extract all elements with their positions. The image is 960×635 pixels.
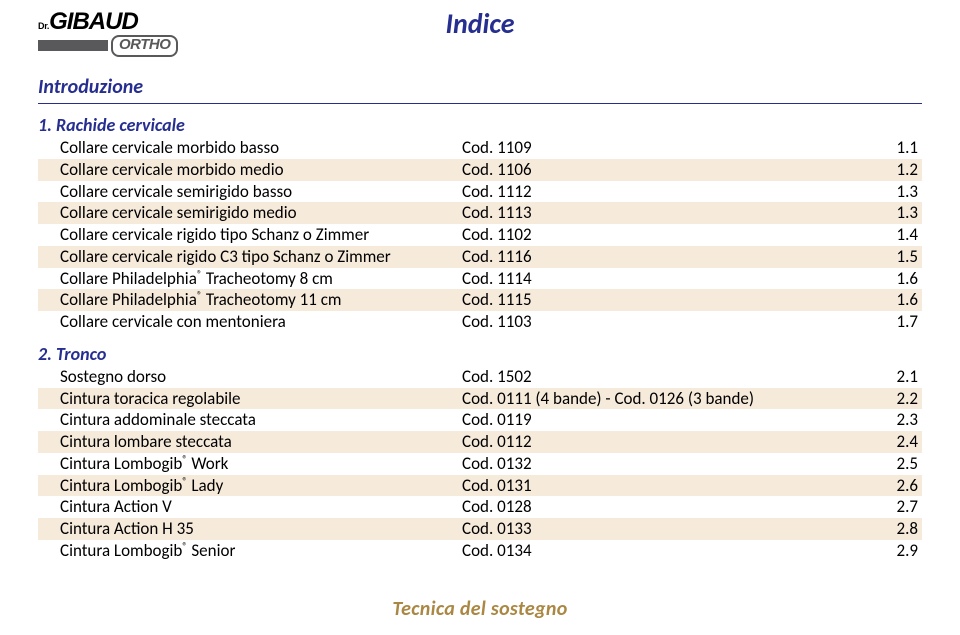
item-name: Collare cervicale con mentoniera xyxy=(60,311,462,333)
item-page: 2.4 xyxy=(878,431,918,453)
index-row: Cintura Action H 35Cod. 01332.8 xyxy=(38,518,922,540)
item-name: Cintura lombare steccata xyxy=(60,431,462,453)
item-name: Collare cervicale morbido basso xyxy=(60,137,462,159)
item-name: Cintura Lombogib® Senior xyxy=(60,540,462,562)
content: Introduzione 1. Rachide cervicaleCollare… xyxy=(38,75,922,562)
index-row: Collare cervicale semirigido bassoCod. 1… xyxy=(38,181,922,203)
section-heading: 2. Tronco xyxy=(38,343,922,365)
index-row: Collare cervicale rigido C3 tipo Schanz … xyxy=(38,246,922,268)
item-name: Collare cervicale semirigido basso xyxy=(60,181,462,203)
item-page: 2.8 xyxy=(878,518,918,540)
item-page: 1.6 xyxy=(878,289,918,311)
index-row: Collare cervicale morbido bassoCod. 1109… xyxy=(38,137,922,159)
index-row: Cintura Lombogib® WorkCod. 01322.5 xyxy=(38,453,922,475)
item-page: 1.3 xyxy=(878,202,918,224)
item-code: Cod. 1115 xyxy=(462,289,878,311)
item-page: 1.4 xyxy=(878,224,918,246)
page-title: Indice xyxy=(0,6,960,41)
index-row: Cintura Lombogib® SeniorCod. 01342.9 xyxy=(38,540,922,562)
item-page: 2.6 xyxy=(878,475,918,497)
item-code: Cod. 1112 xyxy=(462,181,878,203)
item-page: 2.9 xyxy=(878,540,918,562)
item-page: 2.3 xyxy=(878,409,918,431)
item-code: Cod. 1116 xyxy=(462,246,878,268)
index-row: Collare cervicale semirigido medioCod. 1… xyxy=(38,202,922,224)
index-row: Sostegno dorsoCod. 15022.1 xyxy=(38,366,922,388)
item-page: 2.7 xyxy=(878,496,918,518)
item-code: Cod. 0111 (4 bande) - Cod. 0126 (3 bande… xyxy=(462,388,878,410)
item-code: Cod. 0112 xyxy=(462,431,878,453)
index-row: Collare cervicale con mentonieraCod. 110… xyxy=(38,311,922,333)
item-code: Cod. 1106 xyxy=(462,159,878,181)
index-row: Cintura Action VCod. 01282.7 xyxy=(38,496,922,518)
item-name: Cintura Lombogib® Work xyxy=(60,453,462,475)
index-row: Collare Philadelphia® Tracheotomy 11 cmC… xyxy=(38,289,922,311)
item-name: Sostegno dorso xyxy=(60,366,462,388)
item-name: Collare cervicale semirigido medio xyxy=(60,202,462,224)
index-row: Cintura Lombogib® LadyCod. 01312.6 xyxy=(38,475,922,497)
item-name: Cintura Lombogib® Lady xyxy=(60,475,462,497)
item-code: Cod. 1102 xyxy=(462,224,878,246)
item-code: Cod. 0132 xyxy=(462,453,878,475)
item-code: Cod. 1502 xyxy=(462,366,878,388)
item-name: Cintura addominale steccata xyxy=(60,409,462,431)
item-page: 2.1 xyxy=(878,366,918,388)
item-page: 1.1 xyxy=(878,137,918,159)
item-code: Cod. 0119 xyxy=(462,409,878,431)
item-name: Cintura Action V xyxy=(60,496,462,518)
item-code: Cod. 1103 xyxy=(462,311,878,333)
item-name: Cintura toracica regolabile xyxy=(60,388,462,410)
item-page: 2.2 xyxy=(878,388,918,410)
item-page: 2.5 xyxy=(878,453,918,475)
item-code: Cod. 0134 xyxy=(462,540,878,562)
item-name: Collare cervicale morbido medio xyxy=(60,159,462,181)
item-name: Collare Philadelphia® Tracheotomy 8 cm xyxy=(60,268,462,290)
index-row: Cintura lombare steccataCod. 01122.4 xyxy=(38,431,922,453)
index-row: Collare Philadelphia® Tracheotomy 8 cmCo… xyxy=(38,268,922,290)
index-row: Cintura addominale steccataCod. 01192.3 xyxy=(38,409,922,431)
item-code: Cod. 0133 xyxy=(462,518,878,540)
item-page: 1.2 xyxy=(878,159,918,181)
index-row: Cintura toracica regolabileCod. 0111 (4 … xyxy=(38,388,922,410)
item-name: Collare cervicale rigido tipo Schanz o Z… xyxy=(60,224,462,246)
divider xyxy=(38,103,922,104)
item-page: 1.6 xyxy=(878,268,918,290)
item-name: Cintura Action H 35 xyxy=(60,518,462,540)
item-code: Cod. 0131 xyxy=(462,475,878,497)
item-page: 1.3 xyxy=(878,181,918,203)
item-name: Collare cervicale rigido C3 tipo Schanz … xyxy=(60,246,462,268)
index-row: Collare cervicale morbido medioCod. 1106… xyxy=(38,159,922,181)
logo-stripe xyxy=(38,40,108,51)
footer-text: Tecnica del sostegno xyxy=(0,597,960,621)
item-code: Cod. 1113 xyxy=(462,202,878,224)
item-code: Cod. 0128 xyxy=(462,496,878,518)
intro-heading: Introduzione xyxy=(38,75,922,99)
item-code: Cod. 1114 xyxy=(462,268,878,290)
index-row: Collare cervicale rigido tipo Schanz o Z… xyxy=(38,224,922,246)
item-page: 1.5 xyxy=(878,246,918,268)
section-heading: 1. Rachide cervicale xyxy=(38,114,922,136)
item-page: 1.7 xyxy=(878,311,918,333)
item-name: Collare Philadelphia® Tracheotomy 11 cm xyxy=(60,289,462,311)
item-code: Cod. 1109 xyxy=(462,137,878,159)
